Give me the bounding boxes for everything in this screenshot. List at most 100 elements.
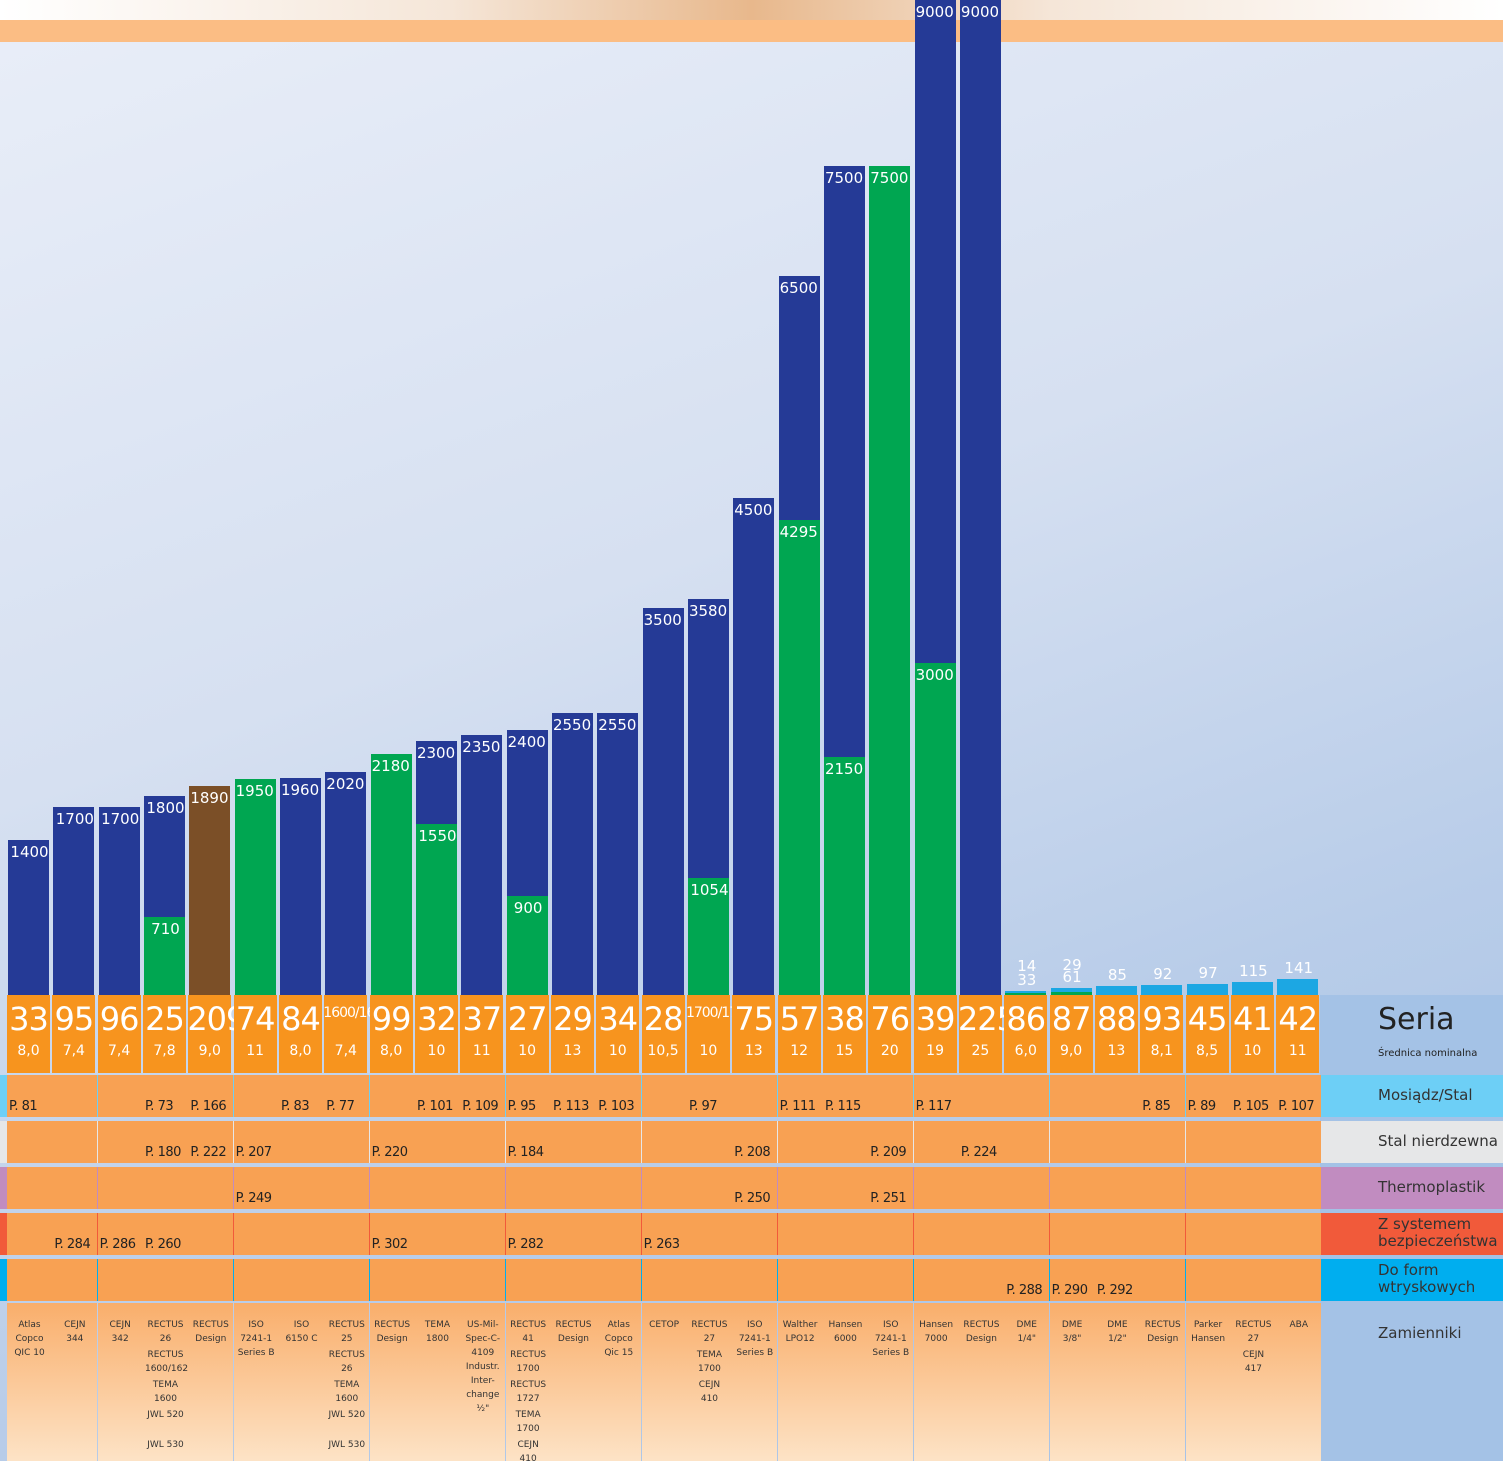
page-cell <box>732 1259 778 1301</box>
bar-label: 1054 <box>690 881 729 900</box>
page-ref: P. 117 <box>915 1099 952 1114</box>
page-cell <box>7 1075 52 1117</box>
page-cell <box>142 1213 188 1255</box>
bar-label: 33 <box>1017 971 1037 990</box>
replacement: Atlas Copco Qic 15 <box>604 1320 634 1358</box>
series-label: Seria <box>1378 1002 1455 1037</box>
replacement: Walther LPO12 <box>782 1320 818 1344</box>
series-cell <box>641 995 685 1073</box>
page-cell <box>52 1213 98 1255</box>
replacement: RECTUS 1700 <box>510 1350 547 1374</box>
page-ref: P. 85 <box>1142 1099 1171 1114</box>
page-cell <box>1049 1259 1095 1301</box>
bar <box>597 713 639 995</box>
replacement: Parker Hansen <box>1191 1320 1226 1344</box>
page-cell <box>460 1167 506 1209</box>
bar <box>1050 988 1092 995</box>
page-cell <box>868 1121 914 1163</box>
bar <box>279 778 321 995</box>
replacement: RECTUS 25 <box>328 1320 365 1344</box>
page-cell <box>278 1167 324 1209</box>
diameter: 10 <box>1243 1043 1262 1059</box>
replacement: RECTUS Design <box>1144 1320 1181 1344</box>
page-cell <box>1049 1075 1095 1117</box>
bar-label: 1550 <box>418 826 457 845</box>
series-cell <box>958 995 1002 1073</box>
bar <box>1186 984 1228 995</box>
page-cell <box>52 1121 98 1163</box>
bar-label: 2180 <box>371 756 410 775</box>
diameter: 8,0 <box>17 1043 40 1059</box>
page-cell <box>596 1259 642 1301</box>
page-cell <box>7 1121 52 1163</box>
bar-label: 2550 <box>598 716 637 735</box>
page-cell <box>1004 1259 1050 1301</box>
replacement: JWL 520 <box>147 1410 184 1420</box>
replacement-cell <box>868 1303 914 1461</box>
page-ref: P. 260 <box>144 1237 181 1252</box>
page-cell <box>188 1259 234 1301</box>
page-cell <box>822 1075 868 1117</box>
series-cell <box>1140 995 1184 1073</box>
diameter: 19 <box>926 1043 944 1059</box>
diameter: 8,5 <box>1195 1043 1219 1059</box>
series-number: 42 <box>1278 1000 1318 1038</box>
page-cell <box>188 1121 234 1163</box>
page-cell <box>369 1213 415 1255</box>
page-cell <box>233 1259 279 1301</box>
bar <box>98 807 140 995</box>
page-cell <box>913 1121 959 1163</box>
page-cell <box>913 1259 959 1301</box>
bar-label: 2150 <box>824 760 864 779</box>
page-cell <box>369 1121 415 1163</box>
series-number: 75 <box>734 1000 774 1038</box>
page-cell <box>233 1167 279 1209</box>
series-cell <box>686 995 730 1073</box>
page-ref: P. 101 <box>416 1099 453 1114</box>
page-ref: P. 105 <box>1232 1099 1269 1114</box>
diameter: 11 <box>472 1043 491 1059</box>
page-cell <box>52 1259 98 1301</box>
series-number: 209 <box>187 1000 246 1038</box>
page-cell <box>324 1213 370 1255</box>
page-cell <box>732 1075 778 1117</box>
row-label: Do form wtryskowych <box>1378 1261 1476 1296</box>
series-cell <box>505 995 549 1073</box>
replacement-cell <box>414 1303 460 1461</box>
replacement: TEMA 1600 <box>334 1380 360 1404</box>
replacement: ISO 7241-1 Series B <box>872 1320 910 1358</box>
replacement: DME 1/4" <box>1016 1320 1037 1344</box>
page-cell <box>414 1075 460 1117</box>
page-ref: P. 208 <box>734 1145 771 1160</box>
bar <box>143 916 185 995</box>
series-number: 1600/1625 <box>323 1005 391 1021</box>
page-ref: P. 89 <box>1187 1099 1217 1114</box>
series-cell <box>7 995 50 1073</box>
replacement: RECTUS Design <box>192 1320 229 1344</box>
page-cell <box>52 1075 98 1117</box>
page-cell <box>278 1259 324 1301</box>
diameter: 9,0 <box>1059 1043 1083 1059</box>
page-cell <box>52 1167 98 1209</box>
replacement-cell <box>1094 1303 1140 1461</box>
bar <box>959 0 1001 995</box>
page-cell <box>822 1167 868 1209</box>
bar-label: 2350 <box>462 738 501 757</box>
diameter: 9,0 <box>198 1043 221 1059</box>
series-number: 37 <box>462 1000 502 1038</box>
page-cell <box>460 1075 506 1117</box>
bar <box>869 165 911 995</box>
row-label: Stal nierdzewna <box>1378 1132 1498 1150</box>
replacement-cell <box>822 1303 868 1461</box>
series-number: 29 <box>553 1000 593 1038</box>
diameter: 10 <box>699 1043 718 1059</box>
page-ref: P. 180 <box>144 1145 181 1160</box>
page-cell <box>1140 1167 1186 1209</box>
replacement: RECTUS 27 <box>691 1320 728 1344</box>
bar-label: 85 <box>1107 965 1127 984</box>
page-cell <box>1230 1213 1276 1255</box>
series-number: 88 <box>1097 1000 1137 1038</box>
replacement-cell <box>188 1303 234 1461</box>
bar-label: 29 <box>1062 955 1082 974</box>
replacement: CEJN 410 <box>698 1380 721 1404</box>
